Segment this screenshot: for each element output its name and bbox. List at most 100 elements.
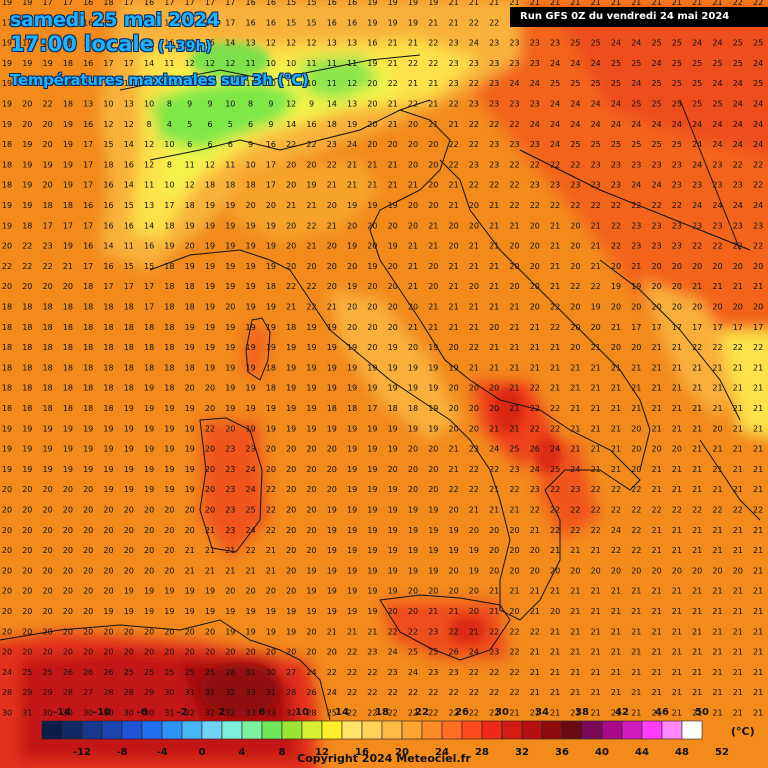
legend-tick-upper: -6: [136, 707, 147, 718]
temperature-value: 21: [753, 627, 763, 636]
temperature-value: 20: [103, 566, 113, 575]
temperature-value: 17: [83, 181, 93, 190]
temperature-value: 23: [631, 160, 641, 169]
temperature-value: 11: [347, 59, 357, 68]
temperature-value: 20: [367, 242, 377, 251]
temperature-value: 20: [367, 221, 377, 230]
temperature-value: 23: [672, 160, 682, 169]
temperature-value: 21: [591, 607, 601, 616]
temperature-value: 17: [753, 323, 763, 332]
temperature-value: 19: [63, 424, 73, 433]
temperature-value: 21: [672, 384, 682, 393]
temperature-value: 21: [591, 0, 601, 7]
legend-tick-upper: 38: [575, 707, 589, 718]
temperature-value: 19: [205, 282, 215, 291]
temperature-value: 19: [2, 39, 12, 48]
temperature-value: 21: [591, 242, 601, 251]
temperature-value: 21: [631, 688, 641, 697]
temperature-value: 25: [733, 59, 743, 68]
temperature-value: 20: [631, 566, 641, 575]
temperature-value: 18: [124, 384, 134, 393]
temperature-value: 20: [43, 607, 53, 616]
temperature-value: 18: [103, 18, 113, 27]
temperature-value: 20: [22, 546, 32, 555]
temperature-value: 19: [164, 485, 174, 494]
temperature-value: 23: [611, 181, 621, 190]
temperature-value: 20: [246, 648, 256, 657]
temperature-value: 20: [530, 221, 540, 230]
temperature-value: 21: [388, 181, 398, 190]
temperature-value: 18: [22, 363, 32, 372]
temperature-value: 16: [83, 242, 93, 251]
temperature-value: 19: [63, 140, 73, 149]
legend-swatch: [241, 720, 263, 740]
temperature-value: 20: [286, 546, 296, 555]
temperature-value: 17: [652, 323, 662, 332]
temperature-value: 18: [83, 39, 93, 48]
temperature-value: 25: [185, 668, 195, 677]
temperature-value: 20: [164, 627, 174, 636]
temperature-value: 20: [286, 526, 296, 535]
temperature-value: 20: [83, 526, 93, 535]
legend-tick-upper: 14: [335, 707, 349, 718]
temperature-value: 20: [286, 566, 296, 575]
temperature-value: 24: [550, 140, 560, 149]
temperature-value: 32: [205, 709, 215, 718]
temperature-value: 20: [570, 242, 580, 251]
temperature-value: 21: [530, 709, 540, 718]
temperature-value: 20: [286, 485, 296, 494]
temperature-value: 21: [530, 587, 540, 596]
temperature-value: 22: [266, 485, 276, 494]
temperature-value: 21: [489, 424, 499, 433]
temperature-value: 22: [753, 343, 763, 352]
legend-swatch: [221, 720, 243, 740]
temperature-value: 22: [692, 506, 702, 515]
temperature-value: 18: [43, 303, 53, 312]
temperature-value: 18: [164, 343, 174, 352]
temperature-value: 23: [489, 59, 499, 68]
temperature-value: 12: [205, 79, 215, 88]
temperature-value: 23: [550, 181, 560, 190]
temperature-value: 12: [266, 39, 276, 48]
temperature-value: 19: [306, 384, 316, 393]
temperature-value: 20: [327, 201, 337, 210]
temperature-value: 16: [83, 18, 93, 27]
temperature-value: 21: [469, 363, 479, 372]
temperature-value: 21: [753, 587, 763, 596]
legend-tick-lower: -4: [156, 747, 167, 758]
temperature-value: 19: [185, 607, 195, 616]
temperature-value: 21: [753, 404, 763, 413]
temperature-value: 19: [63, 242, 73, 251]
temperature-value: 21: [652, 424, 662, 433]
temperature-value: 25: [672, 100, 682, 109]
temperature-value: 19: [144, 485, 154, 494]
temperature-value: 19: [388, 485, 398, 494]
temperature-value: 21: [449, 201, 459, 210]
temperature-value: 18: [43, 384, 53, 393]
temperature-value: 21: [408, 39, 418, 48]
temperature-value: 19: [286, 363, 296, 372]
temperature-value: 19: [266, 303, 276, 312]
temperature-value: 20: [489, 404, 499, 413]
temperature-value: 19: [205, 363, 215, 372]
temperature-value: 16: [327, 0, 337, 7]
temperature-value: 20: [2, 506, 12, 515]
temperature-value: 21: [367, 627, 377, 636]
temperature-value: 22: [489, 465, 499, 474]
temperature-value: 24: [692, 201, 702, 210]
temperature-value: 21: [692, 424, 702, 433]
temperature-value: 19: [22, 140, 32, 149]
temperature-value: 23: [225, 506, 235, 515]
temperature-value: 22: [530, 506, 540, 515]
temperature-value: 23: [246, 445, 256, 454]
temperature-value: 20: [205, 648, 215, 657]
temperature-value: 21: [570, 363, 580, 372]
temperature-value: 20: [306, 465, 316, 474]
temperature-value: 17: [63, 221, 73, 230]
temperature-value: 19: [124, 485, 134, 494]
temperature-value: 30: [164, 688, 174, 697]
temperature-value: 24: [570, 465, 580, 474]
temperature-value: 21: [591, 363, 601, 372]
temperature-value: 21: [692, 363, 702, 372]
temperature-value: 20: [672, 303, 682, 312]
